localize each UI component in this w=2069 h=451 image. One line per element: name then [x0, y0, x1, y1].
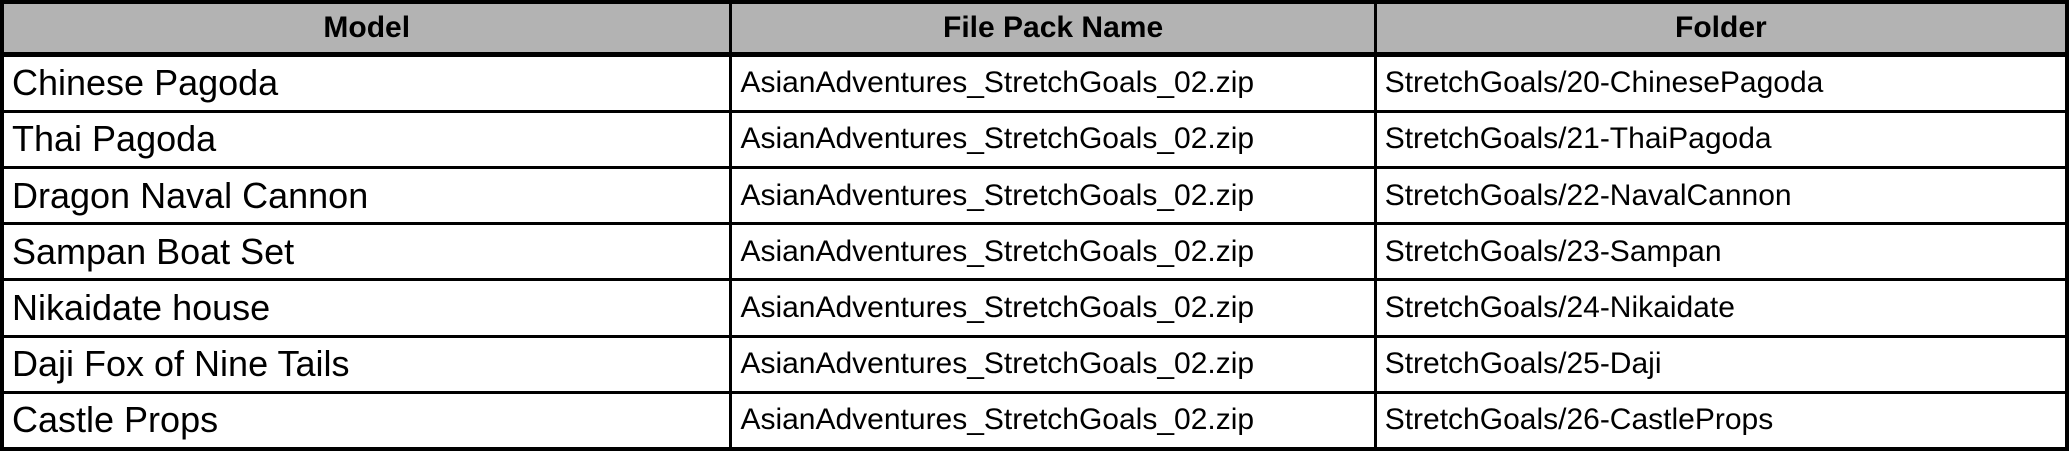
model-cell: Nikaidate house	[0, 278, 733, 338]
column-header-folder: Folder	[1373, 0, 2069, 57]
folder-cell: StretchGoals/20-ChinesePagoda	[1373, 52, 2069, 113]
header-row: Model File Pack Name Folder	[0, 0, 2069, 57]
model-cell: Dragon Naval Cannon	[0, 166, 733, 226]
folder-cell: StretchGoals/26-CastleProps	[1373, 390, 2069, 451]
file-pack-cell: AsianAdventures_StretchGoals_02.zip	[729, 222, 1377, 282]
column-header-model: Model	[0, 0, 733, 57]
model-cell: Chinese Pagoda	[0, 52, 733, 113]
file-pack-cell: AsianAdventures_StretchGoals_02.zip	[729, 52, 1377, 113]
model-cell: Castle Props	[0, 390, 733, 451]
table-row: Castle Props AsianAdventures_StretchGoal…	[0, 390, 2069, 451]
column-header-file-pack: File Pack Name	[729, 0, 1377, 57]
model-cell: Sampan Boat Set	[0, 222, 733, 282]
file-pack-cell: AsianAdventures_StretchGoals_02.zip	[729, 390, 1377, 451]
file-pack-cell: AsianAdventures_StretchGoals_02.zip	[729, 109, 1377, 170]
folder-cell: StretchGoals/21-ThaiPagoda	[1373, 109, 2069, 170]
model-cell: Daji Fox of Nine Tails	[0, 334, 733, 394]
table-row: Nikaidate house AsianAdventures_StretchG…	[0, 278, 2069, 338]
table-row: Dragon Naval Cannon AsianAdventures_Stre…	[0, 166, 2069, 226]
folder-cell: StretchGoals/22-NavalCannon	[1373, 166, 2069, 226]
table-row: Thai Pagoda AsianAdventures_StretchGoals…	[0, 109, 2069, 170]
folder-cell: StretchGoals/25-Daji	[1373, 334, 2069, 394]
folder-cell: StretchGoals/24-Nikaidate	[1373, 278, 2069, 338]
file-pack-cell: AsianAdventures_StretchGoals_02.zip	[729, 166, 1377, 226]
table-row: Sampan Boat Set AsianAdventures_StretchG…	[0, 222, 2069, 282]
file-pack-cell: AsianAdventures_StretchGoals_02.zip	[729, 334, 1377, 394]
file-pack-cell: AsianAdventures_StretchGoals_02.zip	[729, 278, 1377, 338]
folder-cell: StretchGoals/23-Sampan	[1373, 222, 2069, 282]
table-row: Daji Fox of Nine Tails AsianAdventures_S…	[0, 334, 2069, 394]
model-cell: Thai Pagoda	[0, 109, 733, 170]
table-row: Chinese Pagoda AsianAdventures_StretchGo…	[0, 52, 2069, 113]
